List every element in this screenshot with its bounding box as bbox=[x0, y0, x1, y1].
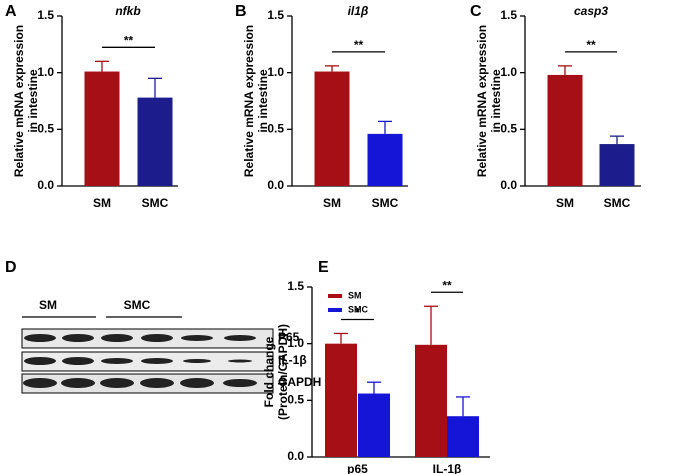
y-tick-label: 0.0 bbox=[287, 449, 304, 463]
error-bar bbox=[558, 65, 572, 75]
x-tick-label: SM bbox=[93, 196, 111, 210]
y-tick-label: 1.0 bbox=[287, 336, 304, 350]
y-tick-label: 0.5 bbox=[37, 122, 54, 136]
x-tick-label: SM bbox=[323, 196, 341, 210]
y-axis-label: Relative mRNA expression bbox=[242, 25, 256, 177]
panel-label: A bbox=[5, 3, 17, 20]
panel-label: B bbox=[235, 3, 247, 20]
significance-label: ** bbox=[586, 38, 596, 52]
error-bar bbox=[334, 332, 348, 344]
panel-label: D bbox=[5, 259, 17, 276]
chart-title: il1β bbox=[348, 4, 369, 18]
y-tick-label: 0.5 bbox=[500, 122, 517, 136]
bar bbox=[599, 144, 635, 186]
significance-label: ** bbox=[124, 34, 134, 48]
bar bbox=[84, 71, 120, 186]
error-bar bbox=[148, 77, 162, 98]
y-axis-label: Relative mRNA expression bbox=[12, 25, 26, 177]
y-tick-label: 1.5 bbox=[500, 8, 517, 22]
legend-label: SM bbox=[348, 290, 362, 300]
y-axis-label: Fold change bbox=[262, 336, 276, 407]
x-tick-label: p65 bbox=[347, 462, 368, 474]
y-tick-label: 0.0 bbox=[37, 178, 54, 192]
chart-title: casp3 bbox=[574, 4, 608, 18]
row-label: P65 bbox=[278, 330, 300, 344]
x-tick-label: SMC bbox=[142, 196, 169, 210]
x-tick-label: SM bbox=[556, 196, 574, 210]
y-axis-label: in intestine bbox=[256, 69, 270, 133]
y-tick-label: 0.5 bbox=[287, 393, 304, 407]
y-tick-label: 0.0 bbox=[267, 178, 284, 192]
bar bbox=[367, 133, 403, 186]
y-tick-label: 0.0 bbox=[500, 178, 517, 192]
legend-label: SMC bbox=[348, 304, 369, 314]
x-tick-label: SMC bbox=[372, 196, 399, 210]
x-tick-label: IL-1β bbox=[433, 462, 462, 474]
bar bbox=[415, 344, 447, 457]
y-tick-label: 1.0 bbox=[37, 65, 54, 79]
y-tick-label: 1.0 bbox=[267, 65, 284, 79]
x-tick-label: SMC bbox=[604, 196, 631, 210]
western-blot: D SM SMC P65 IL-1β GAPDH bbox=[5, 259, 321, 394]
bar bbox=[137, 97, 173, 186]
group-label: SMC bbox=[124, 298, 151, 312]
error-bar bbox=[367, 381, 381, 394]
bar bbox=[547, 74, 583, 186]
chart-title: nfkb bbox=[115, 4, 140, 18]
bar bbox=[314, 71, 350, 186]
y-tick-label: 1.5 bbox=[37, 8, 54, 22]
row-label: GAPDH bbox=[278, 375, 321, 389]
significance-label: * bbox=[355, 306, 360, 320]
group-label: SM bbox=[39, 298, 57, 312]
bar bbox=[325, 343, 357, 457]
error-bar bbox=[610, 135, 624, 145]
y-axis-label: in intestine bbox=[26, 69, 40, 133]
error-bar bbox=[95, 60, 109, 72]
y-tick-label: 1.0 bbox=[500, 65, 517, 79]
row-label: IL-1β bbox=[278, 353, 307, 367]
y-tick-label: 1.5 bbox=[267, 8, 284, 22]
y-axis-label: Relative mRNA expression bbox=[475, 25, 489, 177]
panel-label: C bbox=[470, 3, 482, 20]
y-axis-label: (Protein/GAPDH) bbox=[276, 324, 290, 420]
error-bar bbox=[325, 65, 339, 72]
error-bar bbox=[456, 396, 470, 417]
panel-label: E bbox=[318, 259, 329, 276]
y-tick-label: 0.5 bbox=[267, 122, 284, 136]
significance-label: ** bbox=[354, 38, 364, 52]
significance-label: ** bbox=[442, 278, 452, 292]
error-bar bbox=[378, 120, 392, 134]
error-bar bbox=[424, 305, 438, 345]
bands bbox=[23, 334, 257, 388]
y-axis-label: in intestine bbox=[489, 69, 503, 133]
bar bbox=[447, 416, 479, 457]
y-tick-label: 1.5 bbox=[287, 279, 304, 293]
bar bbox=[358, 393, 390, 457]
